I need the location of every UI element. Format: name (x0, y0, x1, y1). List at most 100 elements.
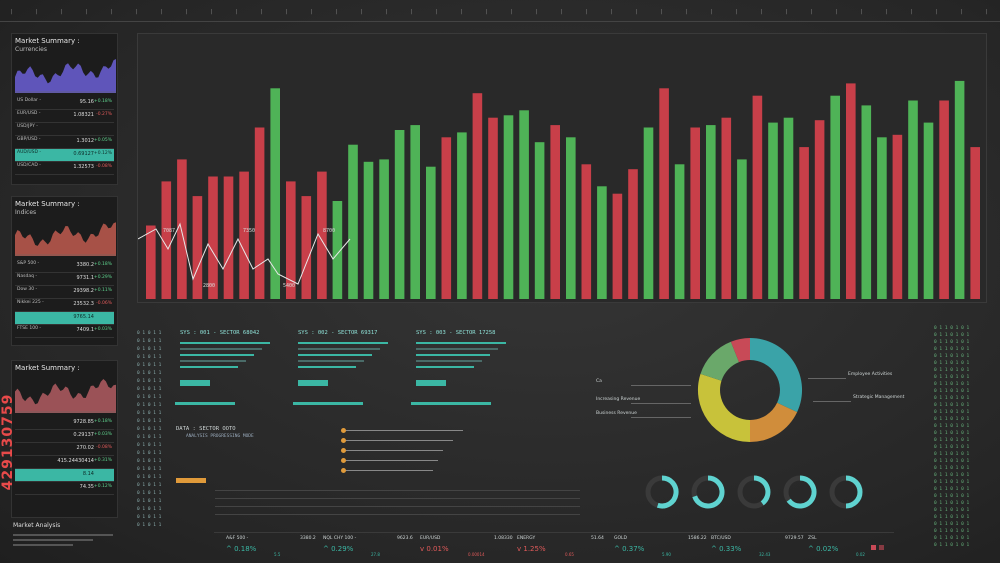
ticker-name: NQL CHY 100 - (323, 536, 357, 541)
bar-up (363, 161, 374, 299)
donut-slice (700, 341, 739, 381)
line-label: 7087 (163, 228, 175, 234)
row-value: 1.32573 (73, 164, 94, 170)
bar-down (628, 169, 638, 299)
tick-mark: | (285, 9, 289, 15)
panel-row[interactable]: 9728.85 +0.18% (15, 417, 114, 430)
ticker-pct: v 0.01% (420, 545, 449, 553)
sector-data-line (298, 360, 364, 362)
bar-up (643, 127, 654, 299)
tick-mark: | (235, 9, 239, 15)
panel-row[interactable]: 74.35 +0.12% (15, 482, 114, 495)
panel-row[interactable]: S&P 500 - 3380.2 +0.18% (15, 260, 114, 273)
row-value: 1.08321 (73, 112, 94, 118)
panel-row[interactable]: USD/CAD - 1.32573 -0.08% (15, 162, 114, 175)
panel-title: Market Summary : (15, 200, 80, 208)
bar-up (332, 201, 343, 299)
panel-row[interactable]: 8.14 (15, 469, 114, 482)
ticker-value: 1586.22 (688, 536, 707, 541)
grid-line (215, 514, 580, 515)
ticker-item[interactable]: GOLD ^ 0.37% 5.90 (614, 536, 671, 557)
ticker-item[interactable]: BTC/USD ^ 0.33% 32.43 (711, 536, 770, 557)
ticker-item[interactable]: ZSL ^ 0.02% 0.02 (808, 536, 865, 557)
row-change: -0.27% (96, 112, 112, 117)
leader-line (808, 378, 846, 379)
sector-data-line (180, 348, 262, 350)
ticker-name: ZSL (808, 536, 817, 541)
donut-label-left: Increasing Revenue (596, 397, 641, 402)
bar-down (254, 127, 265, 299)
ticker-value: 9729.57 (785, 536, 804, 541)
ticker-value: 1.08330 (494, 536, 513, 541)
bar-down (690, 127, 700, 299)
row-value: 415.24430414 (57, 458, 94, 464)
top-tick-strip: | | | | | | | | | | | | | | | | | | | | | | | | | | | | | | | | | | | | | | | | (0, 0, 1000, 22)
tick-mark: | (360, 9, 364, 15)
ticker-item[interactable]: EUR/USD v 0.01% 0.00014 (420, 536, 485, 557)
row-name: FTSE 100 - (17, 326, 42, 331)
panel-row[interactable]: AUD/USD - 0.69127 +0.12% (15, 149, 114, 162)
tick-mark: | (135, 9, 139, 15)
donut-label-right: Employee Activities (848, 372, 893, 377)
mini-chart-currencies (15, 59, 116, 93)
row-change: -0.06% (96, 301, 112, 306)
grid-line (215, 498, 580, 499)
panel-row[interactable]: USD/JPY - (15, 123, 114, 136)
ticker-item[interactable]: NQL CHY 100 - ^ 0.29% 27.8 (323, 536, 380, 557)
panel-row[interactable]: 9765.14 (15, 312, 114, 325)
donut-slice (750, 402, 798, 442)
panel-row[interactable]: GBP/USD - 1.3012 +0.05% (15, 136, 114, 149)
tick-mark: | (510, 9, 514, 15)
sector-badge (416, 380, 446, 386)
sector-label: SYS : 003 - SECTOR 17258 (416, 330, 496, 336)
row-value: 74.35 (79, 484, 94, 490)
panel-row[interactable]: EUR/USD - 1.08321 -0.27% (15, 110, 114, 123)
progress-knob (341, 458, 346, 463)
bar-up (783, 117, 794, 299)
mini-chart-market (15, 379, 116, 413)
ticker-pct: ^ 0.29% (323, 545, 354, 553)
ticker-pct: ^ 0.33% (711, 545, 742, 553)
panel-row[interactable]: US Dollar - 95.16 +0.18% (15, 97, 114, 110)
gauge-fill (786, 475, 817, 509)
tick-mark: | (160, 9, 164, 15)
row-name: GBP/USD - (17, 137, 41, 142)
bar-up (348, 144, 358, 299)
panel-row[interactable]: 415.24430414 +0.31% (15, 456, 114, 469)
row-change: -0.08% (96, 445, 112, 450)
tick-mark: | (10, 9, 14, 15)
panel-row[interactable]: Nikkei 225 - 23532.3 -0.06% (15, 299, 114, 312)
tick-mark: | (585, 9, 589, 15)
overlay-line (137, 222, 351, 285)
panel-row[interactable]: Nasdaq - 9731.1 +0.29% (15, 273, 114, 286)
sector-data-line (416, 348, 498, 350)
ticker-item[interactable]: A&F 500 - ^ 0.18% 5.5 (226, 536, 280, 557)
panel-row[interactable]: FTSE 100 - 7409.1 +0.03% (15, 325, 114, 338)
row-value: 3380.2 (76, 262, 95, 268)
tick-mark: | (835, 9, 839, 15)
row-name: Nasdaq - (17, 274, 37, 279)
market-ticker: A&F 500 - ^ 0.18% 5.5 3380.2 NQL CHY 100 - ^ … (214, 532, 894, 557)
bar-down (223, 176, 234, 299)
ticker-name: GOLD (614, 536, 628, 541)
panel-row[interactable]: 270.02 -0.08% (15, 443, 114, 456)
ticker-item[interactable]: ENERGY v 1.25% 0.65 (517, 536, 574, 557)
tick-mark: | (385, 9, 389, 15)
line-label: 7350 (243, 228, 255, 234)
tick-mark: | (310, 9, 314, 15)
status-dot-red-2 (879, 545, 884, 550)
market-analysis-label: Market Analysis (13, 522, 61, 529)
leader-line (631, 385, 691, 386)
bar-down (192, 196, 203, 299)
panel-row[interactable]: Dow 30 - 29398.2 +0.11% (15, 286, 114, 299)
row-value: 23532.3 (73, 301, 94, 307)
tick-mark: | (85, 9, 89, 15)
mini-area (15, 59, 116, 93)
gauge-fill (692, 475, 725, 509)
bar-down (752, 95, 763, 299)
leader-line (631, 417, 691, 418)
row-name: S&P 500 - (17, 261, 40, 266)
panel-row[interactable]: 0.29137 +0.03% (15, 430, 114, 443)
